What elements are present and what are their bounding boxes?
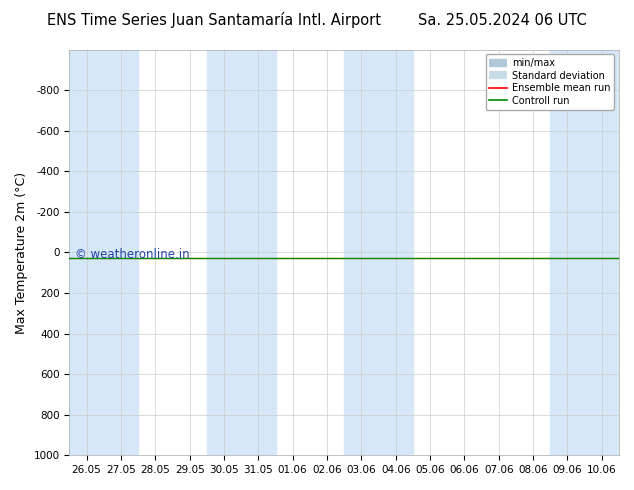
Bar (207, 49, 276, 455)
Bar (344, 49, 413, 455)
Text: © weatheronline.in: © weatheronline.in (75, 248, 190, 261)
Legend: min/max, Standard deviation, Ensemble mean run, Controll run: min/max, Standard deviation, Ensemble me… (486, 54, 614, 110)
Bar (69, 49, 138, 455)
Bar (550, 49, 619, 455)
Text: ENS Time Series Juan Santamaría Intl. Airport        Sa. 25.05.2024 06 UTC: ENS Time Series Juan Santamaría Intl. Ai… (47, 12, 587, 28)
Y-axis label: Max Temperature 2m (°C): Max Temperature 2m (°C) (15, 172, 28, 334)
